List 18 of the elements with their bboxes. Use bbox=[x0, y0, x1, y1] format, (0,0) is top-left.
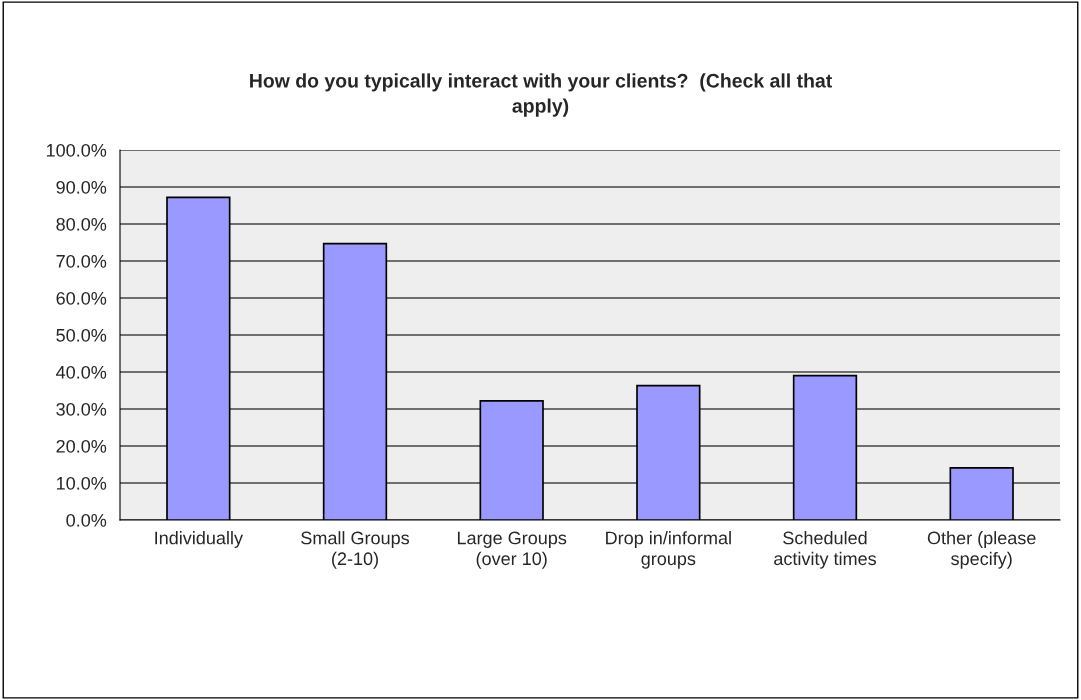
x-tick-label: Drop in/informal groups bbox=[606, 531, 731, 569]
x-tick-label: Small Groups (2-10) bbox=[301, 531, 410, 569]
y-tick-label: 100.0% bbox=[46, 143, 107, 157]
y-tick-label: 50.0% bbox=[56, 328, 107, 342]
y-tick-label: 30.0% bbox=[56, 402, 107, 416]
y-tick-label: 40.0% bbox=[56, 365, 107, 379]
x-tick-label: Other (please specify) bbox=[927, 531, 1036, 569]
y-tick-label: 70.0% bbox=[56, 254, 107, 268]
y-tick-label: 60.0% bbox=[56, 291, 107, 305]
x-tick-label: Large Groups (over 10) bbox=[457, 531, 567, 569]
chart-title: How do you typically interact with your clients? (Check all that apply) bbox=[250, 73, 832, 117]
y-tick-label: 20.0% bbox=[56, 439, 107, 453]
y-tick-label: 10.0% bbox=[56, 476, 107, 490]
y-tick-label: 90.0% bbox=[56, 180, 107, 194]
y-tick-label: 80.0% bbox=[56, 217, 107, 231]
x-tick-label: Scheduled activity times bbox=[774, 531, 877, 569]
y-tick-label: 0.0% bbox=[66, 513, 107, 527]
x-tick-label: Individually bbox=[155, 531, 243, 548]
